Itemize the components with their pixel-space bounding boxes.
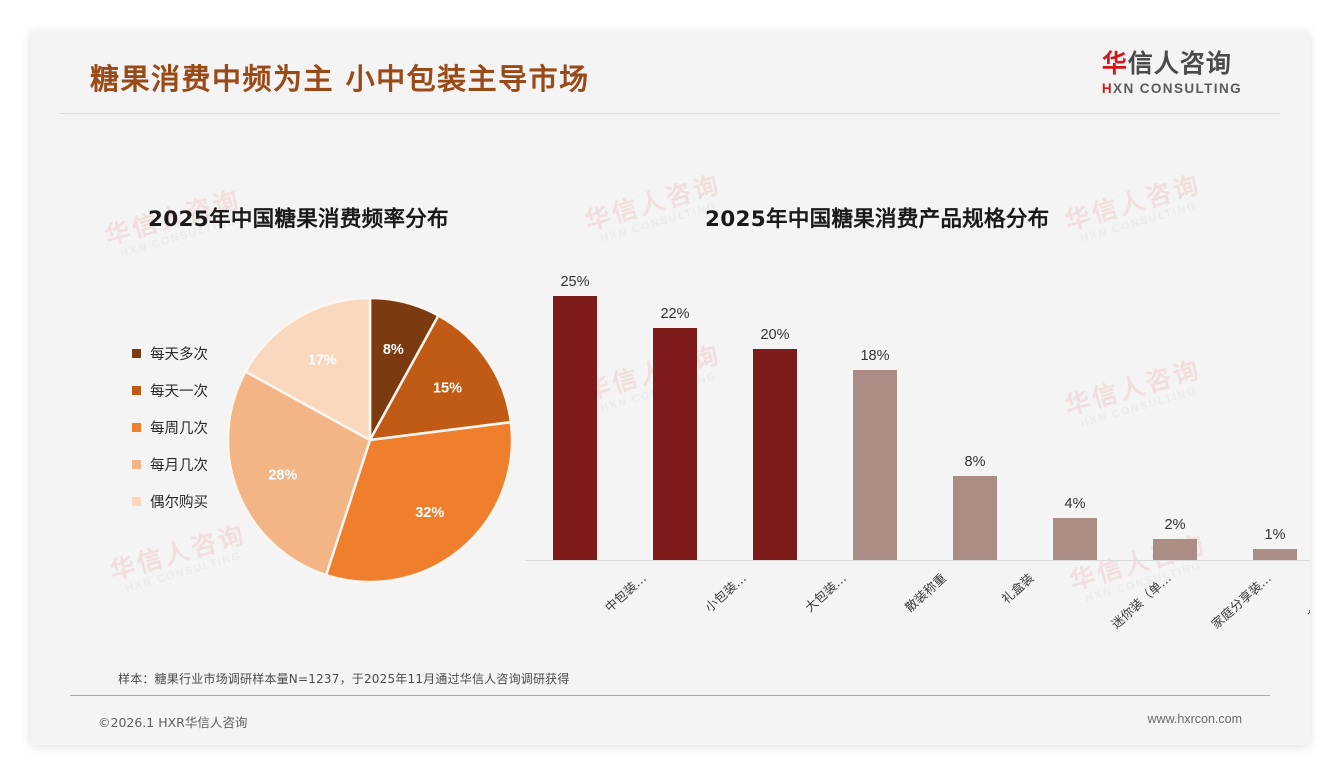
bar-category-label: 家庭分享装… [1208,570,1275,632]
pie-slice-value: 8% [383,342,404,358]
pie-legend-item[interactable]: 每天多次 [132,335,208,372]
bar-column[interactable]: 20% [725,327,825,560]
bar-rect[interactable] [1253,549,1297,560]
legend-swatch-icon [132,460,141,469]
logo-en-rest: XN CONSULTING [1113,80,1242,96]
pie-slice[interactable] [243,296,372,443]
pie-legend-item[interactable]: 每天一次 [132,372,208,409]
pie-legend-label: 偶尔购买 [150,495,208,511]
bar-rect[interactable] [553,296,597,560]
pie-slice-value: 15% [433,380,462,396]
legend-swatch-icon [132,349,141,358]
bar-value-label: 8% [964,453,986,470]
bar-value-label: 22% [660,305,690,322]
bar-chart-title: 2025年中国糖果消费产品规格分布 [705,207,1050,232]
bar-value-label: 4% [1064,495,1086,512]
bar-rect[interactable] [1053,517,1097,560]
pie-legend-label: 每月几次 [150,458,208,474]
bar-column[interactable]: 2% [1125,517,1225,560]
legend-swatch-icon [132,423,141,432]
bar-rect[interactable] [653,327,697,560]
bar-column[interactable]: 4% [1025,496,1125,560]
bar-value-label: 1% [1264,527,1286,544]
logo-en-red: H [1101,80,1114,96]
pie-legend-label: 每天一次 [150,384,208,400]
legend-swatch-icon [132,386,141,395]
pie-slice-value: 32% [415,505,444,521]
logo-cn-text: 华信人咨询 [1102,50,1242,78]
bar-value-label: 20% [760,326,790,343]
bar-baseline-axis [525,560,1310,561]
bar-column[interactable]: 18% [825,348,925,560]
pie-slice[interactable] [226,369,372,577]
bar-rect[interactable] [853,370,897,560]
pie-legend-label: 每周几次 [150,421,208,437]
footer-divider [70,695,1270,696]
bar-rect[interactable] [1153,538,1197,560]
bar-rect[interactable] [953,475,997,560]
logo-cn-rest: 信人咨询 [1127,49,1232,78]
pie-graphic: 8% 15% 32% 28% 17% [226,296,514,584]
pie-slice-value: 28% [268,468,297,484]
pie-chart-title: 2025年中国糖果消费频率分布 [148,207,449,232]
sample-note: 样本：糖果行业市场调研样本量N=1237，于2025年11月通过华信人咨询调研获… [118,672,570,686]
bar-column[interactable]: 25% [525,274,625,560]
header-divider [60,113,1280,114]
slide-footer: 样本：糖果行业市场调研样本量N=1237，于2025年11月通过华信人咨询调研获… [30,670,1310,745]
pie-legend: 每天多次每天一次每周几次每月几次偶尔购买 [132,335,208,520]
page-title: 糖果消费中频为主 小中包装主导市场 [90,62,590,96]
pie-slice[interactable] [367,313,513,442]
charts-area: 2025年中国糖果消费频率分布 2025年中国糖果消费产品规格分布 每天多次 每天… [30,120,1310,680]
bar-value-label: 25% [560,274,590,291]
pie-legend-item[interactable]: 每周几次 [132,409,208,446]
logo-cn-red: 华 [1101,49,1128,78]
bar-chart: 25% 22% 20% 18% 8% 4% 2% 1% 中包装… 小包装… 大包装… 散装称重 礼盒装… [520,230,1310,632]
pie-chart: 每天多次每天一次每周几次每月几次偶尔购买 8% 15% 32% 28% 17% [90,290,560,610]
pie-legend-item[interactable]: 每月几次 [132,446,208,483]
slide-card: 华信人咨询 HXN CONSULTING 华信人咨询 HXN CONSULTING … [30,30,1310,745]
bar-category-label: 迷你装（单… [1108,570,1175,632]
bar-value-label: 18% [860,348,890,364]
bar-value-label: 2% [1164,516,1186,533]
bar-category-label: 散装称重 [901,570,950,615]
logo-en-text: HXN CONSULTING [1102,81,1242,96]
site-url: www.hxrcon.com [1147,712,1242,726]
bar-plot-area: 25% 22% 20% 18% 8% 4% 2% 1% [520,230,1310,560]
bar-column[interactable]: 1% [1225,527,1310,560]
bar-column[interactable]: 8% [925,454,1025,560]
pie-legend-item[interactable]: 偶尔购买 [132,483,208,520]
bar-category-label: 中包装… [601,570,650,615]
legend-swatch-icon [132,497,141,506]
bar-column[interactable]: 22% [625,306,725,560]
pie-slice-value: 17% [308,352,337,368]
copyright-text: ©2026.1 HXR华信人咨询 [98,715,248,730]
bar-category-label: 礼盒装 [998,570,1037,607]
slide-header: 糖果消费中频为主 小中包装主导市场 华信人咨询 HXN CONSULTING [30,30,1310,120]
pie-slice[interactable] [324,420,514,584]
brand-logo: 华信人咨询 HXN CONSULTING [1102,50,1242,96]
bar-category-label: 小包装… [701,570,750,615]
bar-category-label: 大包装… [801,570,850,615]
bar-category-label: 节日限定装 [1305,570,1310,624]
bar-rect[interactable] [753,348,797,560]
pie-legend-label: 每天多次 [150,347,208,363]
